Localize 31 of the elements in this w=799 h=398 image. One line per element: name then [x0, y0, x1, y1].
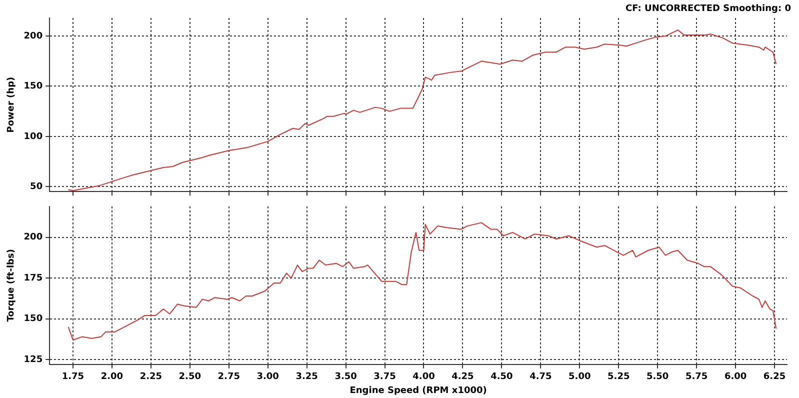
- y-axis-title: Torque (ft-lbs): [6, 249, 17, 322]
- x-tick-label: 3.75: [374, 372, 396, 382]
- x-tick-label: 6.25: [763, 372, 786, 382]
- text: CF: UNCORRECTED Smoothing: 0: [626, 4, 791, 14]
- y-axis-title: Power (hp): [6, 76, 17, 133]
- x-axis-title: Engine Speed (RPM x1000): [350, 386, 487, 396]
- x-tick-label: 2.25: [140, 372, 162, 382]
- x-tick-label: 4.25: [452, 372, 474, 382]
- x-tick-label: 5.50: [646, 372, 669, 382]
- y-tick-label: 175: [24, 273, 43, 284]
- y-tick-label: 125: [24, 354, 43, 365]
- x-tick-label: 5.75: [685, 372, 708, 382]
- x-tick-label: 1.75: [62, 372, 84, 382]
- x-tick-label: 2.50: [178, 372, 202, 382]
- y-tick-label: 50: [30, 182, 43, 192]
- x-tick-label: 2.75: [218, 372, 240, 382]
- x-tick-label: 5.00: [568, 372, 591, 382]
- y-tick-label: 100: [24, 132, 43, 142]
- x-tick-label: 6.00: [724, 372, 747, 382]
- x-tick-label: 3.00: [256, 372, 279, 382]
- x-tick-label: 2.00: [100, 372, 124, 382]
- y-tick-label: 150: [24, 314, 43, 324]
- x-tick-label: 3.25: [296, 372, 318, 382]
- x-tick-label: 3.50: [334, 372, 357, 382]
- y-tick-label: 200: [24, 31, 43, 42]
- x-tick-label: 5.25: [608, 372, 630, 382]
- x-tick-label: 4.50: [490, 372, 513, 382]
- x-tick-label: 4.75: [530, 372, 552, 382]
- y-tick-label: 200: [24, 232, 43, 243]
- x-tick-label: 4.00: [412, 372, 435, 382]
- y-tick-label: 150: [24, 82, 43, 92]
